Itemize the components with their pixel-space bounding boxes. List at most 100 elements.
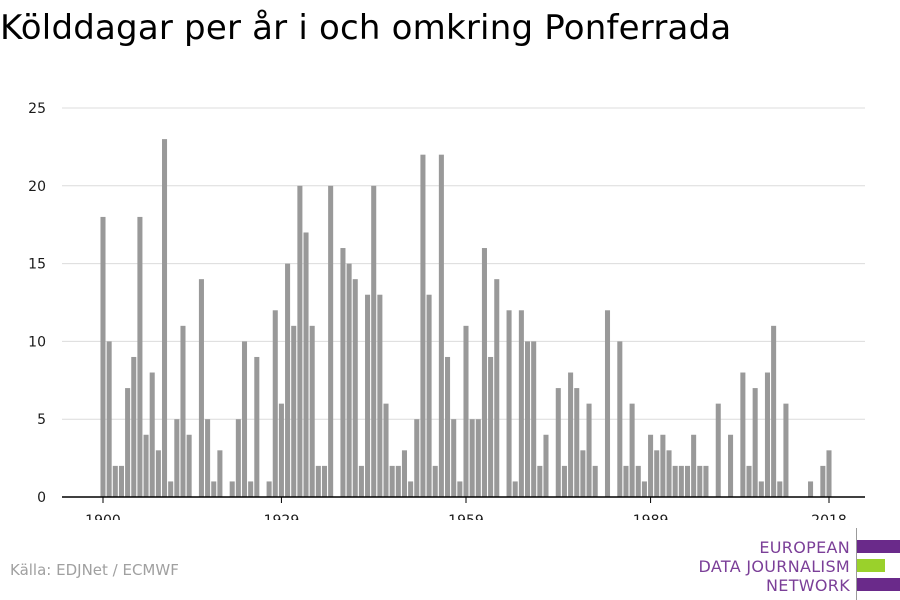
y-tick-label: 10	[28, 334, 46, 350]
bar-1984	[617, 341, 623, 497]
bar-1975	[561, 465, 567, 497]
bar-1925	[254, 356, 260, 497]
bar-1949	[401, 450, 407, 497]
bar-1978	[580, 450, 586, 497]
edjnet-logo: EUROPEAN DATA JOURNALISM NETWORK	[690, 528, 900, 600]
bar-1931	[291, 325, 297, 497]
bar-2008	[764, 372, 770, 497]
bar-1937	[328, 185, 334, 498]
bar-1963	[488, 356, 494, 497]
x-tick-label: 1959	[448, 513, 484, 520]
y-ticks: 0 5 10 15 20 25	[28, 101, 46, 506]
bar-1910	[162, 139, 168, 497]
bar-1991	[660, 434, 666, 497]
x-tick-label: 1989	[633, 513, 669, 520]
bars	[100, 139, 832, 498]
logo-divider	[856, 528, 857, 600]
bar-1914	[186, 434, 192, 497]
bar-2017	[820, 465, 826, 497]
bar-1940	[346, 263, 352, 497]
source-note: Källa: EDJNet / ECMWF	[10, 561, 179, 579]
bar-1979	[586, 403, 592, 497]
bar-1911	[168, 481, 174, 497]
y-tick-label: 15	[28, 257, 46, 273]
bar-1951	[414, 419, 420, 497]
bar-1989	[648, 434, 654, 497]
bar-1953	[426, 294, 432, 497]
bar-1974	[555, 388, 561, 497]
logo-line-2: DATA JOURNALISM	[698, 557, 850, 576]
bar-1928	[272, 310, 278, 497]
bar-1932	[297, 185, 303, 498]
bar-1987	[635, 465, 641, 497]
bar-1939	[340, 248, 346, 497]
bar-1901	[106, 341, 112, 497]
bar-1906	[137, 216, 143, 498]
bar-1909	[155, 450, 161, 497]
x-ticks: 1900 1929 1959 1989 2018	[85, 497, 847, 520]
bar-1923	[241, 341, 248, 497]
bar-1945	[377, 294, 383, 497]
bar-1900	[100, 216, 106, 498]
bar-2004	[740, 372, 746, 497]
bar-1998	[703, 465, 709, 497]
bar-1956	[445, 356, 451, 497]
bar-1924	[248, 481, 254, 497]
bar-1960	[469, 419, 475, 497]
bar-1946	[383, 403, 389, 497]
bar-2010	[777, 481, 783, 497]
bar-1985	[623, 465, 629, 497]
bar-1944	[371, 185, 377, 498]
bar-1942	[358, 465, 364, 497]
chart-title: Kölddagar per år i och omkring Ponferrad…	[0, 8, 732, 48]
y-tick-label: 0	[37, 490, 46, 506]
x-tick-label: 2018	[811, 513, 847, 520]
bar-1988	[641, 481, 647, 497]
logo-line-3: NETWORK	[766, 576, 850, 595]
bar-1996	[691, 434, 697, 497]
bar-1971	[537, 465, 543, 497]
logo-bar-purple-top	[857, 540, 900, 553]
bar-1961	[475, 419, 481, 497]
bar-1968	[518, 310, 524, 497]
bar-1916	[198, 279, 204, 497]
bar-1930	[285, 263, 291, 497]
bar-2011	[783, 403, 789, 497]
bar-1976	[568, 372, 574, 497]
bar-1970	[531, 341, 537, 497]
bar-1964	[494, 279, 500, 497]
bar-1969	[525, 341, 531, 497]
bar-1977	[574, 388, 580, 497]
bar-1921	[229, 481, 235, 497]
y-tick-label: 25	[28, 101, 46, 117]
bar-2007	[758, 481, 764, 497]
bar-2015	[808, 481, 814, 497]
bar-1907	[143, 434, 149, 497]
bar-1908	[149, 372, 155, 497]
bar-1903	[118, 465, 124, 497]
bar-1918	[211, 481, 217, 497]
x-tick-label: 1929	[264, 513, 300, 520]
bar-1922	[235, 419, 241, 497]
bar-1912	[174, 419, 180, 497]
bar-1929	[278, 403, 284, 497]
y-tick-label: 20	[28, 179, 46, 195]
y-tick-label: 5	[37, 412, 46, 428]
bar-1927	[266, 481, 272, 497]
bar-1967	[512, 481, 518, 497]
bar-1917	[205, 419, 211, 497]
bar-1993	[672, 465, 678, 497]
bar-1997	[697, 465, 703, 497]
bar-1950	[408, 481, 414, 497]
bar-1943	[365, 294, 371, 497]
logo-bar-purple-bottom	[857, 578, 900, 591]
bar-1904	[125, 388, 131, 497]
bar-2005	[746, 465, 752, 497]
logo-line-1: EUROPEAN	[759, 538, 850, 557]
bar-1954	[432, 465, 438, 497]
bar-1947	[389, 465, 395, 497]
bar-1992	[666, 450, 672, 497]
bar-1982	[604, 310, 611, 497]
bar-chart: 1900 1929 1959 1989 2018 0 5 10 15 20 25	[28, 101, 865, 520]
bar-1962	[481, 248, 487, 497]
